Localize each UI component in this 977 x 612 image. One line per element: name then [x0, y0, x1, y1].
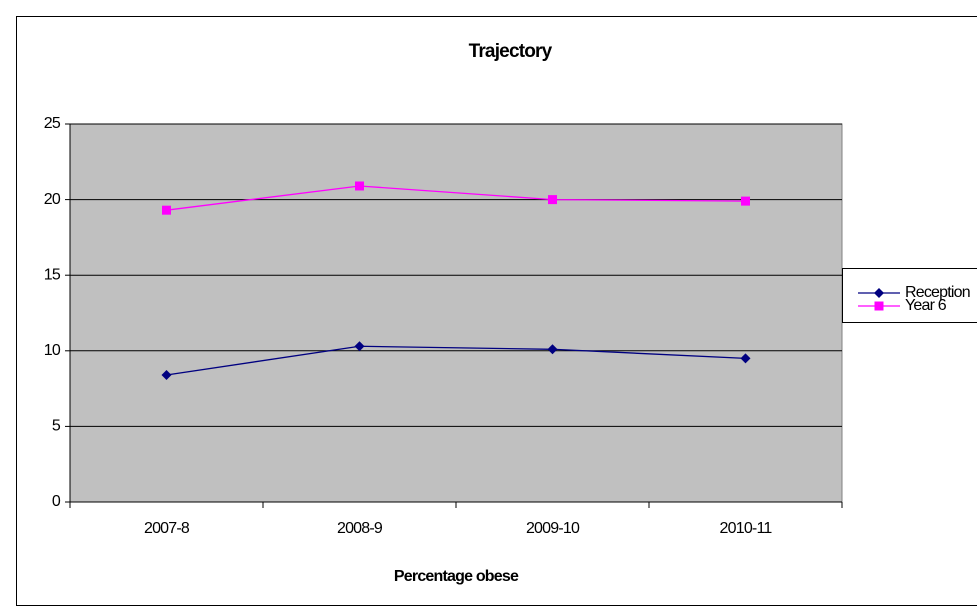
x-tick-label: 2010-11	[720, 520, 773, 537]
x-tick-label: 2008-9	[337, 520, 383, 537]
chart-title: Trajectory	[469, 41, 553, 62]
legend-label: Reception	[905, 284, 970, 301]
x-tick-label: 2007-8	[144, 520, 190, 537]
data-point	[161, 369, 172, 380]
legend-label: Year 6	[905, 297, 947, 314]
y-tick-label: 10	[44, 342, 61, 359]
data-point	[354, 341, 365, 352]
x-axis-label: Percentage obese	[394, 568, 519, 585]
data-point	[740, 353, 751, 364]
series-line	[166, 185, 746, 211]
plot-area	[69, 123, 843, 503]
data-point	[548, 195, 557, 205]
legend-box	[842, 268, 977, 323]
y-tick-label: 5	[52, 418, 61, 435]
x-tick-label: 2009-10	[526, 520, 580, 537]
y-tick-label: 0	[52, 493, 61, 510]
series-line	[166, 345, 746, 376]
data-point	[162, 205, 171, 215]
data-point	[355, 181, 364, 191]
legend-marker	[874, 288, 884, 298]
y-tick-label: 25	[44, 115, 61, 132]
data-point	[547, 344, 558, 355]
y-tick-label: 20	[44, 191, 61, 208]
y-tick-label: 15	[44, 266, 61, 283]
legend-marker	[874, 301, 884, 311]
data-point	[741, 196, 750, 206]
